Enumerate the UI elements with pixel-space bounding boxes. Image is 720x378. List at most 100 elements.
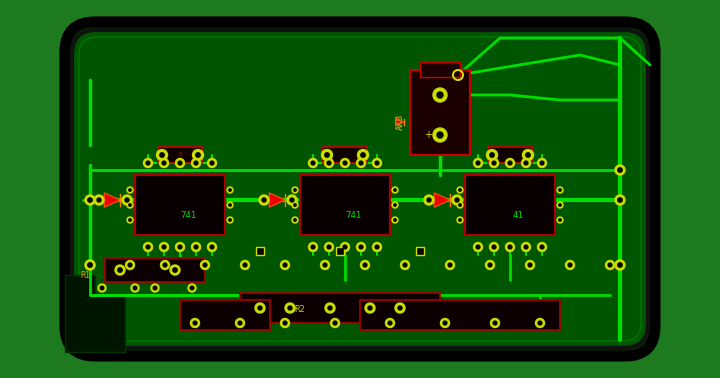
- Circle shape: [283, 321, 287, 325]
- Circle shape: [178, 245, 182, 249]
- Circle shape: [191, 319, 199, 327]
- Circle shape: [160, 243, 168, 251]
- Circle shape: [508, 245, 512, 249]
- Circle shape: [192, 158, 200, 167]
- Circle shape: [162, 245, 166, 249]
- Circle shape: [292, 187, 298, 193]
- Circle shape: [192, 243, 200, 251]
- Text: 41: 41: [513, 211, 523, 220]
- Circle shape: [559, 189, 561, 191]
- Circle shape: [359, 245, 363, 249]
- Circle shape: [227, 202, 233, 208]
- Circle shape: [368, 306, 372, 310]
- Circle shape: [490, 319, 500, 327]
- Circle shape: [325, 243, 333, 251]
- Circle shape: [170, 265, 180, 275]
- Circle shape: [143, 243, 153, 251]
- Circle shape: [341, 158, 349, 167]
- Bar: [410, 70, 470, 155]
- Circle shape: [568, 263, 572, 267]
- Circle shape: [526, 153, 530, 157]
- Circle shape: [153, 286, 157, 290]
- Polygon shape: [395, 118, 404, 125]
- Circle shape: [311, 161, 315, 165]
- Circle shape: [176, 243, 184, 251]
- Circle shape: [210, 245, 214, 249]
- Circle shape: [127, 217, 133, 223]
- Circle shape: [443, 321, 447, 325]
- Circle shape: [200, 260, 210, 270]
- Circle shape: [210, 161, 214, 165]
- Circle shape: [441, 319, 449, 327]
- Circle shape: [618, 263, 622, 267]
- Circle shape: [557, 217, 563, 223]
- Circle shape: [433, 88, 447, 102]
- Circle shape: [88, 263, 92, 267]
- Text: 741: 741: [180, 211, 196, 220]
- Circle shape: [308, 158, 318, 167]
- Circle shape: [392, 217, 398, 223]
- Circle shape: [395, 303, 405, 313]
- Circle shape: [294, 189, 296, 191]
- Circle shape: [146, 161, 150, 165]
- Circle shape: [143, 158, 153, 167]
- Circle shape: [557, 202, 563, 208]
- Circle shape: [474, 243, 482, 251]
- Circle shape: [125, 198, 129, 202]
- Circle shape: [618, 198, 622, 202]
- Circle shape: [97, 198, 101, 202]
- Circle shape: [85, 260, 95, 270]
- Circle shape: [343, 161, 347, 165]
- Circle shape: [375, 161, 379, 165]
- Circle shape: [281, 260, 289, 270]
- Circle shape: [538, 158, 546, 167]
- Circle shape: [356, 243, 366, 251]
- Circle shape: [538, 243, 546, 251]
- Circle shape: [194, 245, 198, 249]
- Bar: [420, 62, 460, 77]
- Circle shape: [492, 161, 496, 165]
- Text: R2: R2: [294, 305, 305, 314]
- Circle shape: [615, 165, 625, 175]
- Circle shape: [330, 319, 340, 327]
- Circle shape: [88, 198, 92, 202]
- Circle shape: [194, 161, 198, 165]
- Circle shape: [85, 195, 95, 205]
- Circle shape: [115, 265, 125, 275]
- Circle shape: [327, 161, 331, 165]
- FancyBboxPatch shape: [72, 30, 648, 348]
- Circle shape: [365, 303, 375, 313]
- Circle shape: [523, 150, 534, 161]
- Circle shape: [559, 219, 561, 221]
- Circle shape: [129, 219, 131, 221]
- Circle shape: [328, 306, 332, 310]
- Polygon shape: [104, 193, 120, 207]
- Circle shape: [88, 263, 92, 267]
- Circle shape: [178, 161, 182, 165]
- Circle shape: [538, 321, 542, 325]
- Circle shape: [190, 286, 194, 290]
- Circle shape: [229, 189, 231, 191]
- Circle shape: [398, 306, 402, 310]
- Circle shape: [540, 161, 544, 165]
- Circle shape: [394, 219, 396, 221]
- Circle shape: [565, 260, 575, 270]
- Circle shape: [327, 245, 331, 249]
- Circle shape: [392, 202, 398, 208]
- Circle shape: [98, 284, 106, 292]
- Circle shape: [363, 263, 367, 267]
- Circle shape: [255, 303, 265, 313]
- Circle shape: [615, 195, 625, 205]
- Circle shape: [129, 204, 131, 206]
- Circle shape: [292, 202, 298, 208]
- Circle shape: [448, 263, 452, 267]
- Circle shape: [323, 263, 327, 267]
- Circle shape: [333, 321, 337, 325]
- Circle shape: [437, 132, 443, 138]
- Circle shape: [133, 286, 137, 290]
- Bar: [256, 247, 264, 255]
- Circle shape: [356, 158, 366, 167]
- Bar: [416, 247, 424, 255]
- Bar: [135, 175, 225, 235]
- Circle shape: [559, 204, 561, 206]
